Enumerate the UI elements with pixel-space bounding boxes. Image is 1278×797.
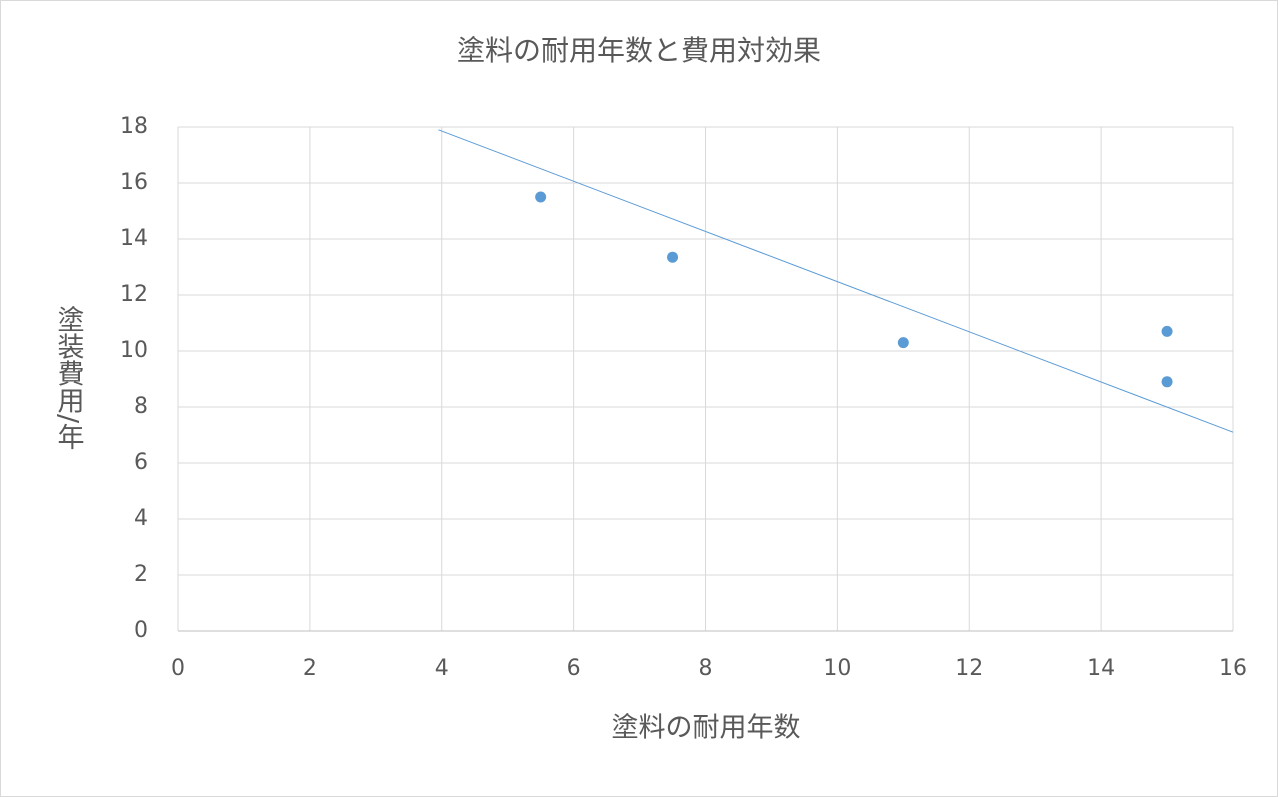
y-axis-title: 塗装費用/年 <box>53 306 85 450</box>
y-tick-label: 14 <box>120 226 148 251</box>
y-tick-label: 18 <box>120 114 148 139</box>
y-tick-label: 12 <box>120 282 148 307</box>
x-tick-label: 6 <box>567 656 581 681</box>
y-tick-label: 8 <box>134 394 148 419</box>
x-tick-label: 2 <box>303 656 317 681</box>
y-tick-label: 4 <box>134 506 148 531</box>
x-tick-label: 14 <box>1087 656 1115 681</box>
trendline <box>438 129 1234 433</box>
data-point <box>897 337 909 349</box>
data-point <box>667 251 679 263</box>
x-axis-title: 塗料の耐用年数 <box>612 713 801 744</box>
chart-title: 塗料の耐用年数と費用対効果 <box>457 34 821 67</box>
x-tick-label: 12 <box>955 656 983 681</box>
y-tick-label: 6 <box>134 450 148 475</box>
x-tick-label: 4 <box>435 656 449 681</box>
data-point <box>1161 325 1173 337</box>
y-tick-label: 2 <box>134 562 148 587</box>
y-tick-label: 10 <box>120 338 148 363</box>
x-tick-label: 0 <box>171 656 185 681</box>
x-tick-label: 10 <box>823 656 851 681</box>
x-tick-label: 8 <box>699 656 713 681</box>
y-tick-label: 16 <box>120 170 148 195</box>
y-tick-label: 0 <box>134 618 148 643</box>
data-point <box>535 191 547 203</box>
data-point <box>1161 376 1173 388</box>
x-tick-label: 16 <box>1219 656 1247 681</box>
